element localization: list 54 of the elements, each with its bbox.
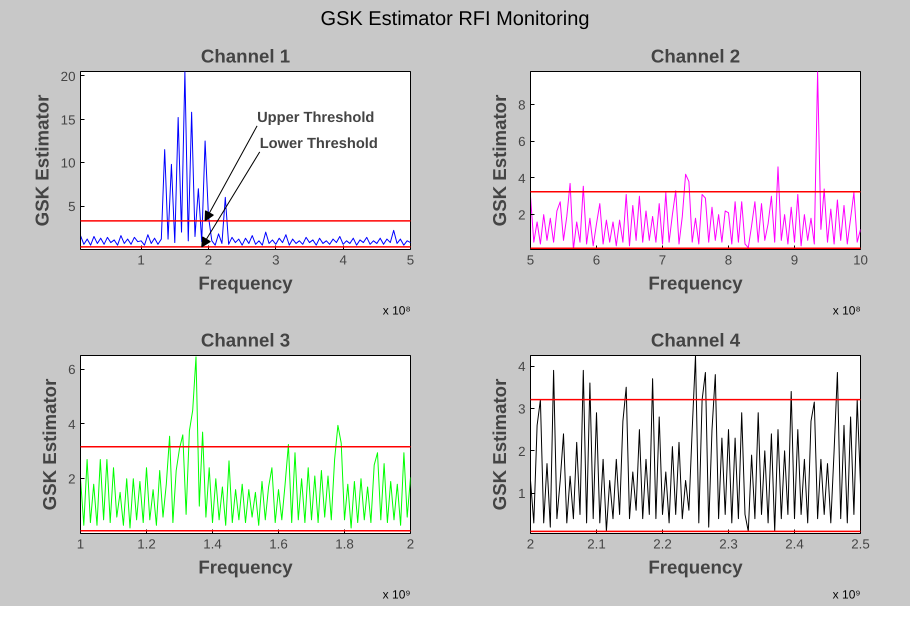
x-tick-label: 4 — [339, 252, 348, 268]
y-tick-label: 4 — [518, 170, 526, 186]
text: x 10⁸ — [832, 304, 861, 318]
x-tick-label: 2.5 — [851, 536, 870, 552]
y-tick-label: 2 — [518, 208, 526, 223]
x-axis-title: Frequency — [648, 272, 744, 294]
x-tick-label: 6 — [592, 252, 600, 268]
chart-title: Channel 4 — [650, 330, 741, 350]
y-tick-label: 6 — [518, 134, 526, 150]
x-tick-label: 9 — [790, 252, 798, 268]
x-axis-title: Frequency — [198, 272, 294, 294]
x-tick-label: 10 — [853, 252, 868, 268]
x-tick-label: 7 — [658, 252, 666, 268]
text: x 10⁸ — [382, 304, 411, 318]
x-tick-label: 2.4 — [785, 536, 804, 552]
x-axis-title: Frequency — [648, 556, 744, 578]
y-axis-title: GSK Estimator — [489, 378, 510, 510]
x-tick-label: 1.6 — [269, 536, 288, 552]
y-tick-label: 10 — [60, 156, 76, 171]
y-tick-label: 15 — [60, 112, 76, 128]
y-tick-label: 4 — [518, 359, 526, 374]
y-axis-title: GSK Estimator — [489, 94, 510, 226]
y-tick-label: 2 — [518, 444, 526, 459]
y-tick-label: 20 — [60, 68, 76, 84]
y-tick-label: 3 — [518, 401, 526, 416]
x-axis-title: Frequency — [198, 556, 294, 578]
x-tick-label: 1.4 — [203, 536, 222, 552]
text: x 10⁹ — [382, 588, 411, 602]
x-tick-label: 5 — [406, 252, 414, 268]
annotation: Lower Threshold — [260, 136, 378, 152]
x-tick-label: 2.2 — [653, 536, 672, 552]
chart-title: Channel 1 — [200, 46, 290, 66]
x-tick-label: 3 — [272, 252, 280, 268]
y-axis-title: GSK Estimator — [32, 94, 53, 226]
y-tick-label: 6 — [68, 362, 76, 378]
x-tick-label: 8 — [724, 252, 732, 268]
y-tick-label: 4 — [68, 416, 76, 432]
x-tick-label: 2.1 — [587, 536, 606, 552]
annotation: Upper Threshold — [257, 110, 374, 126]
y-tick-label: 5 — [68, 199, 76, 214]
chart-title: Channel 2 — [650, 46, 740, 66]
y-axis-title: GSK Estimator — [39, 378, 60, 510]
y-tick-label: 1 — [518, 486, 526, 502]
y-tick-label: 2 — [68, 472, 76, 487]
x-tick-label: 2 — [406, 536, 414, 552]
text: x 10⁹ — [832, 588, 861, 602]
chart-title: Channel 3 — [200, 330, 290, 350]
x-tick-label: 1.2 — [137, 536, 156, 552]
x-tick-label: 2.3 — [719, 536, 738, 552]
y-tick-label: 8 — [518, 98, 526, 113]
x-tick-label: 1 — [137, 252, 145, 268]
x-tick-label: 1.8 — [335, 536, 354, 552]
x-tick-label: 2 — [204, 252, 212, 268]
text: GSK Estimator RFI Monitoring — [320, 7, 590, 32]
